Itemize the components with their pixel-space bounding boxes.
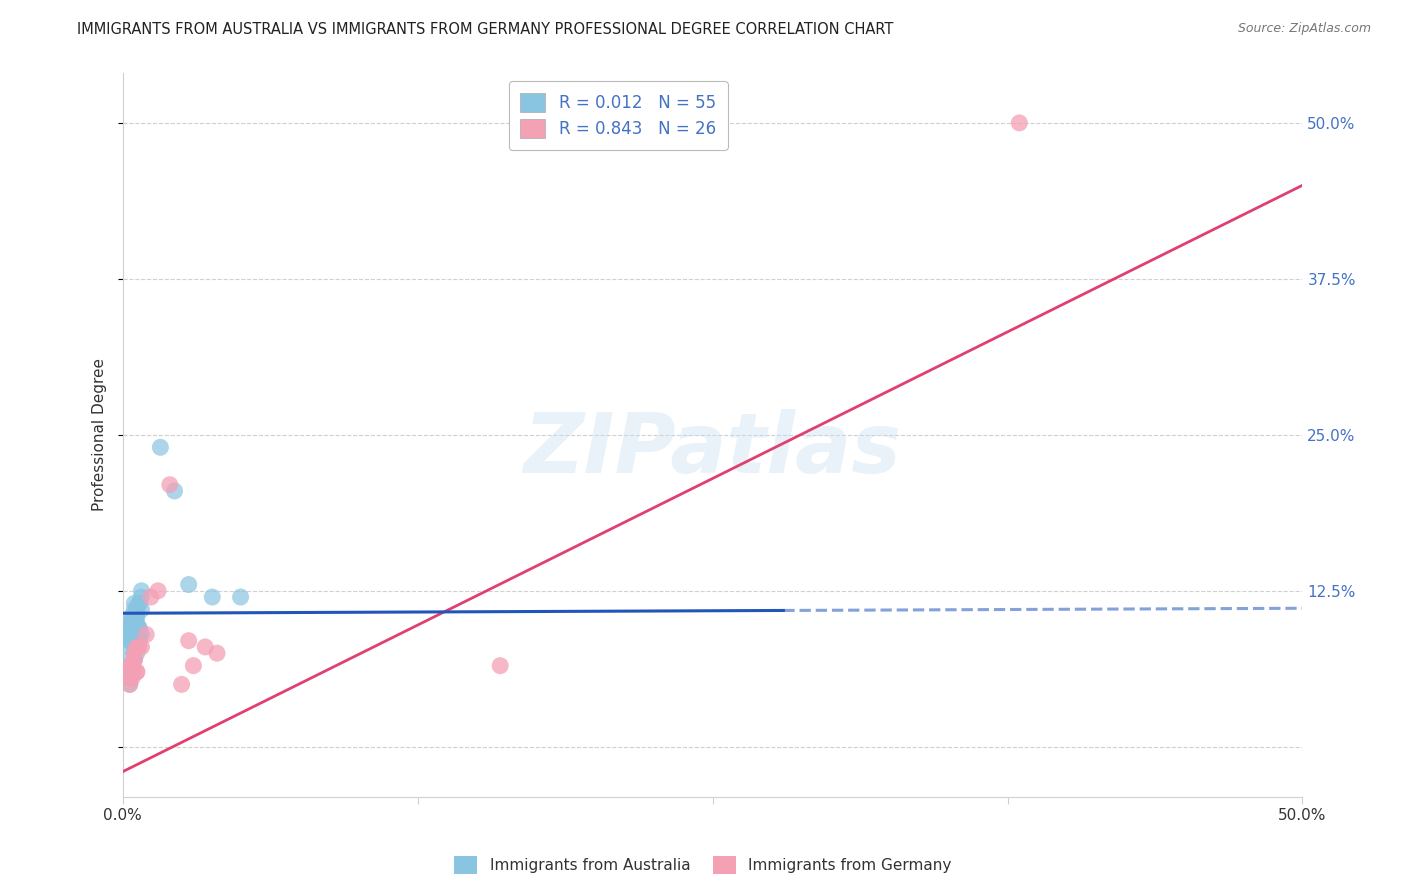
Point [128, 596, 150, 610]
Point [135, 627, 157, 641]
Point [118, 652, 141, 666]
Point [131, 583, 153, 598]
Point [125, 665, 148, 679]
Point [124, 596, 146, 610]
Point [124, 615, 146, 629]
Point [121, 658, 143, 673]
Point [118, 627, 141, 641]
Point [229, 590, 252, 604]
Point [121, 671, 143, 685]
Point [117, 665, 139, 679]
Point [121, 658, 143, 673]
Point [194, 640, 217, 654]
Point [121, 665, 143, 679]
Legend: Immigrants from Australia, Immigrants from Germany: Immigrants from Australia, Immigrants fr… [449, 850, 957, 880]
Point [131, 640, 153, 654]
Point [124, 621, 146, 635]
Point [201, 590, 224, 604]
Point [125, 665, 148, 679]
Point [121, 608, 143, 623]
Point [118, 640, 141, 654]
Point [124, 621, 146, 635]
Point [121, 658, 143, 673]
Point [124, 652, 146, 666]
Point [159, 477, 181, 491]
Point [124, 602, 146, 616]
Point [118, 665, 141, 679]
Point [118, 658, 141, 673]
Point [124, 652, 146, 666]
Y-axis label: Professional Degree: Professional Degree [93, 359, 107, 511]
Point [117, 621, 139, 635]
Point [131, 602, 153, 616]
Point [205, 646, 228, 660]
Point [124, 640, 146, 654]
Point [118, 615, 141, 629]
Point [128, 621, 150, 635]
Point [125, 640, 148, 654]
Point [121, 633, 143, 648]
Point [1008, 116, 1031, 130]
Point [125, 615, 148, 629]
Point [131, 590, 153, 604]
Point [128, 621, 150, 635]
Point [118, 671, 141, 685]
Point [128, 640, 150, 654]
Text: Source: ZipAtlas.com: Source: ZipAtlas.com [1237, 22, 1371, 36]
Point [125, 640, 148, 654]
Point [128, 633, 150, 648]
Point [125, 602, 148, 616]
Point [121, 627, 143, 641]
Point [170, 677, 193, 691]
Point [121, 621, 143, 635]
Point [118, 677, 141, 691]
Point [177, 633, 200, 648]
Point [121, 633, 143, 648]
Point [146, 583, 169, 598]
Point [128, 596, 150, 610]
Point [118, 627, 141, 641]
Point [125, 640, 148, 654]
Point [121, 665, 143, 679]
Point [149, 440, 172, 454]
Legend: R = 0.012   N = 55, R = 0.843   N = 26: R = 0.012 N = 55, R = 0.843 N = 26 [509, 81, 727, 150]
Point [118, 633, 141, 648]
Point [177, 577, 200, 591]
Point [118, 633, 141, 648]
Point [128, 627, 150, 641]
Point [125, 608, 148, 623]
Point [489, 658, 512, 673]
Text: IMMIGRANTS FROM AUSTRALIA VS IMMIGRANTS FROM GERMANY PROFESSIONAL DEGREE CORRELA: IMMIGRANTS FROM AUSTRALIA VS IMMIGRANTS … [77, 22, 894, 37]
Point [139, 590, 162, 604]
Point [124, 621, 146, 635]
Point [125, 608, 148, 623]
Point [125, 621, 148, 635]
Point [124, 646, 146, 660]
Point [124, 646, 146, 660]
Point [118, 671, 141, 685]
Point [121, 615, 143, 629]
Point [183, 658, 205, 673]
Text: ZIPatlas: ZIPatlas [523, 409, 901, 490]
Point [125, 602, 148, 616]
Point [124, 615, 146, 629]
Point [121, 615, 143, 629]
Point [124, 652, 146, 666]
Point [118, 677, 141, 691]
Point [125, 646, 148, 660]
Point [131, 627, 153, 641]
Point [163, 483, 186, 498]
